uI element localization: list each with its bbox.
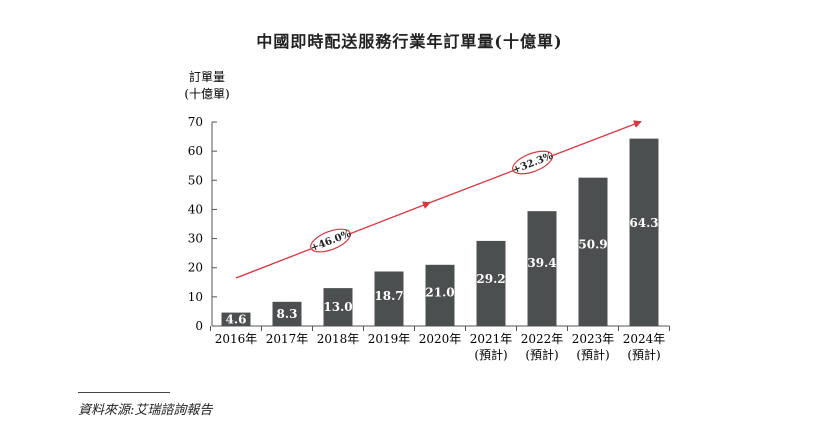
chart-title: 中國即時配送服務行業年訂單量(十億單)	[256, 32, 563, 51]
x-tick-sublabel: (預計)	[474, 347, 507, 362]
bar-value-label: 8.3	[277, 307, 298, 321]
growth-rate-ellipse-1	[512, 150, 553, 175]
y-tick-label: 0	[195, 319, 203, 333]
x-tick-label: 2017年	[266, 332, 309, 346]
bar-value-label: 13.0	[323, 300, 352, 314]
x-tick-label: 2022年	[521, 332, 564, 346]
bar-value-label: 4.6	[226, 312, 247, 326]
source-divider	[78, 392, 170, 393]
y-axis-label-line-0: 訂單量	[189, 69, 225, 84]
growth-rate-ellipse-0	[310, 228, 351, 253]
bar	[476, 240, 506, 326]
y-tick-label: 40	[188, 202, 203, 216]
x-tick-label: 2018年	[317, 332, 360, 346]
x-tick-label: 2016年	[215, 332, 258, 346]
x-tick-sublabel: (預計)	[627, 347, 660, 362]
x-tick-label: 2020年	[419, 332, 462, 346]
x-tick-label: 2019年	[368, 332, 411, 346]
bar	[629, 138, 659, 326]
y-tick-label: 30	[188, 232, 203, 246]
bar-value-label: 39.4	[527, 256, 556, 270]
source-note: 資料來源:艾瑞諮詢報告	[78, 403, 213, 418]
bar	[221, 312, 251, 326]
x-tick-label: 2021年	[470, 332, 513, 346]
bar	[527, 211, 557, 326]
bar-value-label: 29.2	[476, 272, 505, 286]
y-tick-label: 60	[188, 144, 203, 158]
bar-value-label: 21.0	[425, 285, 454, 299]
bar-value-label: 64.3	[629, 216, 658, 230]
x-tick-label: 2024年	[623, 332, 666, 346]
bar-value-label: 50.9	[578, 237, 607, 251]
x-tick-sublabel: (預計)	[576, 347, 609, 362]
bar	[272, 301, 302, 326]
bar	[578, 177, 608, 326]
bar-value-label: 18.7	[374, 289, 403, 303]
bar	[323, 288, 353, 326]
y-tick-label: 50	[188, 173, 203, 187]
y-tick-label: 20	[188, 261, 203, 275]
x-tick-sublabel: (預計)	[525, 347, 558, 362]
x-tick-label: 2023年	[572, 332, 615, 346]
bar	[374, 271, 404, 326]
y-tick-label: 10	[188, 290, 203, 304]
y-tick-label: 70	[188, 115, 203, 129]
bar	[425, 264, 455, 326]
y-axis-label-line-1: (十億單)	[184, 87, 229, 101]
